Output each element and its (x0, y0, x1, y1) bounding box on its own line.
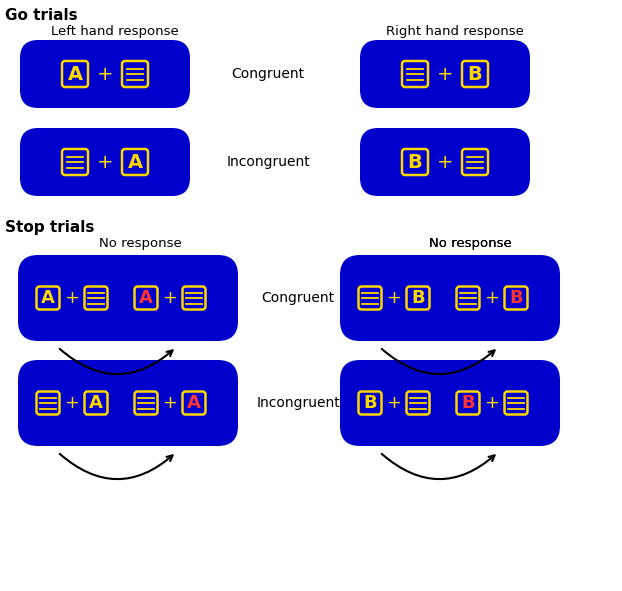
Text: A: A (67, 64, 83, 83)
Text: +: + (97, 152, 113, 171)
Text: +: + (65, 394, 80, 412)
FancyBboxPatch shape (504, 287, 527, 310)
FancyBboxPatch shape (122, 61, 148, 87)
Text: Congruent: Congruent (231, 67, 305, 81)
Text: +: + (485, 394, 499, 412)
Text: +: + (97, 64, 113, 83)
FancyBboxPatch shape (37, 391, 60, 414)
FancyBboxPatch shape (62, 149, 88, 175)
FancyBboxPatch shape (462, 149, 488, 175)
FancyBboxPatch shape (122, 149, 148, 175)
FancyBboxPatch shape (402, 61, 428, 87)
FancyBboxPatch shape (20, 128, 190, 196)
Text: +: + (386, 289, 401, 307)
Text: +: + (437, 152, 453, 171)
FancyBboxPatch shape (358, 287, 381, 310)
FancyBboxPatch shape (402, 149, 428, 175)
Text: A: A (128, 152, 142, 171)
Text: Right hand response: Right hand response (386, 25, 524, 38)
FancyBboxPatch shape (340, 360, 560, 446)
FancyBboxPatch shape (37, 287, 60, 310)
FancyBboxPatch shape (85, 391, 108, 414)
FancyBboxPatch shape (182, 287, 205, 310)
Text: B: B (461, 394, 475, 412)
FancyBboxPatch shape (457, 287, 480, 310)
Text: B: B (468, 64, 483, 83)
Text: Congruent: Congruent (261, 291, 335, 305)
Text: Stop trials: Stop trials (5, 220, 95, 235)
FancyBboxPatch shape (504, 391, 527, 414)
Text: B: B (509, 289, 523, 307)
Text: A: A (187, 394, 201, 412)
FancyBboxPatch shape (340, 255, 560, 341)
FancyBboxPatch shape (85, 287, 108, 310)
Text: +: + (162, 394, 177, 412)
FancyBboxPatch shape (462, 61, 488, 87)
Text: B: B (411, 289, 425, 307)
Text: +: + (386, 394, 401, 412)
Text: Go trials: Go trials (5, 8, 78, 23)
Text: A: A (41, 289, 55, 307)
Text: B: B (363, 394, 377, 412)
Text: Incongruent: Incongruent (226, 155, 310, 169)
FancyBboxPatch shape (360, 128, 530, 196)
FancyBboxPatch shape (457, 391, 480, 414)
Text: Incongruent: Incongruent (256, 396, 340, 410)
FancyBboxPatch shape (18, 255, 238, 341)
Text: B: B (407, 152, 422, 171)
FancyBboxPatch shape (182, 391, 205, 414)
FancyBboxPatch shape (358, 391, 381, 414)
Text: +: + (485, 289, 499, 307)
Text: +: + (162, 289, 177, 307)
Text: +: + (65, 289, 80, 307)
Text: A: A (89, 394, 103, 412)
FancyBboxPatch shape (134, 287, 157, 310)
FancyBboxPatch shape (20, 40, 190, 108)
FancyBboxPatch shape (134, 391, 157, 414)
FancyBboxPatch shape (407, 287, 430, 310)
Text: No response: No response (429, 237, 511, 250)
FancyBboxPatch shape (360, 40, 530, 108)
Text: No response: No response (99, 237, 182, 250)
FancyBboxPatch shape (62, 61, 88, 87)
FancyBboxPatch shape (407, 391, 430, 414)
Text: +: + (437, 64, 453, 83)
Text: No response: No response (429, 237, 511, 250)
Text: Left hand response: Left hand response (51, 25, 179, 38)
Text: A: A (139, 289, 153, 307)
FancyBboxPatch shape (18, 360, 238, 446)
